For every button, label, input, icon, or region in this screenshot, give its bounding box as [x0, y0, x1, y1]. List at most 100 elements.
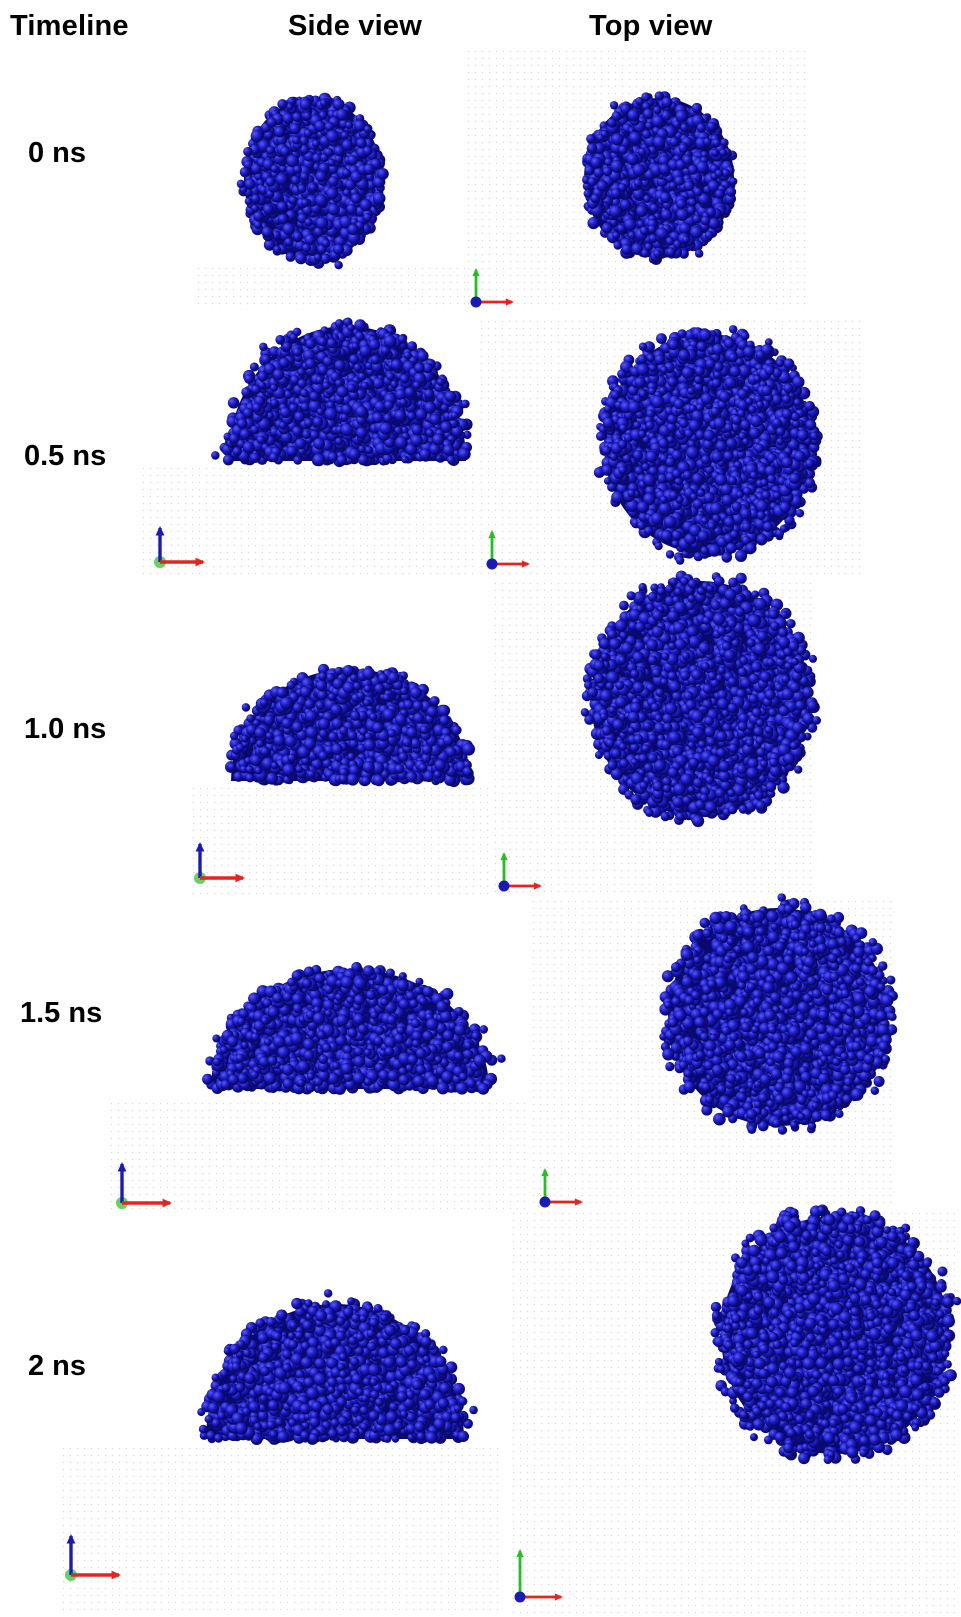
particle [251, 204, 258, 212]
particle [287, 97, 295, 105]
particle [607, 118, 616, 127]
time-label-4: 2 ns [28, 1350, 86, 1383]
particle [326, 187, 337, 199]
particle [698, 193, 709, 204]
particle [627, 109, 639, 120]
particle [656, 227, 667, 239]
particle [597, 180, 607, 191]
particle [609, 205, 621, 217]
particle [620, 199, 630, 210]
particle [599, 121, 607, 129]
particle [693, 187, 702, 196]
particle [363, 213, 371, 221]
particle [318, 163, 329, 173]
particle [657, 128, 667, 139]
particle [363, 146, 372, 155]
particle [604, 158, 612, 165]
particle [719, 149, 726, 156]
particle [282, 113, 293, 123]
particle [324, 148, 332, 156]
particle [587, 217, 599, 228]
time-label-2: 1.0 ns [24, 713, 106, 746]
particle [673, 240, 681, 248]
particle [312, 153, 321, 162]
particle [637, 220, 644, 227]
particle [668, 159, 678, 170]
particle [328, 203, 339, 215]
particle [312, 139, 319, 147]
particle [303, 112, 311, 120]
particle [226, 415, 238, 427]
particle [345, 121, 352, 128]
particle [328, 159, 335, 166]
particle [641, 92, 650, 101]
particle [263, 204, 273, 214]
particle [610, 219, 617, 226]
particle [236, 179, 244, 187]
particle [244, 178, 255, 189]
particle [582, 176, 589, 183]
particle [243, 147, 252, 155]
particle [641, 249, 649, 257]
particle [688, 198, 696, 206]
particle [584, 165, 594, 175]
particle [635, 97, 643, 105]
particle [661, 209, 671, 220]
particle [341, 131, 348, 139]
particle [680, 123, 688, 131]
particle [610, 160, 622, 172]
particle [688, 164, 697, 174]
particle [629, 131, 640, 143]
particle [636, 205, 647, 216]
particle [334, 145, 344, 155]
particle [261, 226, 272, 237]
header-top-view: Top view [589, 10, 713, 43]
particle [286, 103, 293, 110]
particle [284, 238, 293, 246]
particle [347, 224, 358, 234]
particle [696, 123, 705, 132]
particle [643, 195, 650, 202]
particle [661, 110, 671, 120]
particle [300, 98, 311, 110]
particle [683, 155, 692, 164]
side-panel-1 [140, 465, 485, 575]
particle [341, 244, 352, 255]
particle [684, 180, 694, 190]
particle [703, 138, 711, 145]
particle [640, 226, 648, 235]
particle [708, 180, 719, 191]
particle [669, 181, 676, 189]
particle [320, 99, 327, 106]
particle [710, 164, 718, 172]
particle [691, 103, 701, 112]
particle [658, 155, 669, 165]
particle [644, 243, 652, 250]
particle [339, 215, 351, 228]
particle [292, 136, 300, 144]
particle [643, 108, 653, 118]
particle [289, 123, 300, 133]
particle [715, 189, 724, 198]
particle [345, 179, 355, 189]
particle [726, 187, 735, 196]
particle [711, 149, 718, 156]
particle [259, 185, 267, 194]
particle [632, 163, 644, 176]
particle [649, 234, 657, 242]
particle [715, 169, 722, 177]
particle [678, 143, 687, 152]
particle [250, 130, 263, 142]
particle [660, 192, 670, 202]
particle [701, 151, 708, 158]
particle [682, 236, 689, 243]
particle [334, 235, 345, 246]
particle [620, 103, 630, 113]
particle [611, 111, 621, 120]
particle [621, 244, 631, 254]
particle [666, 247, 675, 256]
particle [594, 167, 603, 177]
particle [328, 176, 338, 186]
particle [706, 207, 715, 216]
particle [253, 211, 263, 221]
